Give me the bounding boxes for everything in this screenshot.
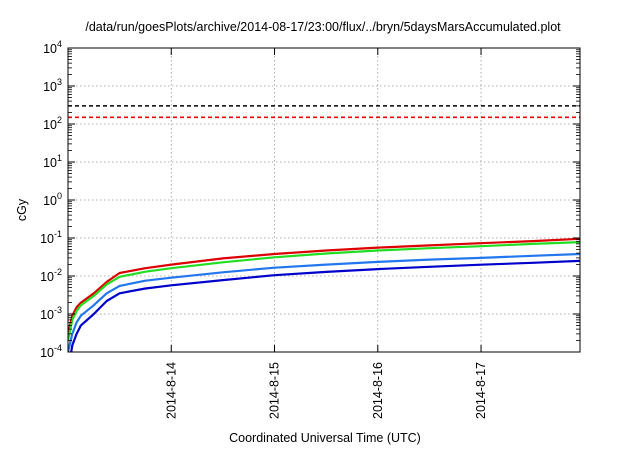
series-line <box>68 252 580 352</box>
y-tick-label: 10-4 <box>40 343 62 360</box>
y-tick-label: 10-1 <box>40 229 62 246</box>
y-tick-label: 10-2 <box>40 267 62 284</box>
y-tick-label: 104 <box>43 39 62 56</box>
y-tick-label: 100 <box>43 191 62 208</box>
grid <box>68 48 580 352</box>
x-tick-label: 2014-8-15 <box>268 362 282 419</box>
x-tick-label: 2014-8-16 <box>371 362 385 419</box>
series-lines <box>68 237 580 352</box>
y-tick-label: 103 <box>43 77 62 94</box>
y-axis-label: cGy <box>15 198 29 221</box>
y-tick-label: 10-3 <box>40 305 62 322</box>
x-axis-label: Coordinated Universal Time (UTC) <box>229 431 421 445</box>
y-tick-label: 101 <box>43 153 62 170</box>
ticks <box>68 47 580 353</box>
x-tick-labels: 2014-8-14 2014-8-15 2014-8-16 2014-8-17 <box>164 362 488 419</box>
series-line <box>68 237 580 335</box>
x-tick-label: 2014-8-14 <box>164 362 178 419</box>
x-tick-label: 2014-8-17 <box>474 362 488 419</box>
chart-title: /data/run/goesPlots/archive/2014-08-17/2… <box>85 20 561 34</box>
y-tick-label: 102 <box>43 115 62 132</box>
series-line <box>68 241 580 341</box>
y-tick-labels: 10-4 10-3 10-2 10-1 100 101 102 103 104 <box>40 39 62 360</box>
series-line <box>70 259 580 352</box>
reference-lines <box>68 105 580 119</box>
